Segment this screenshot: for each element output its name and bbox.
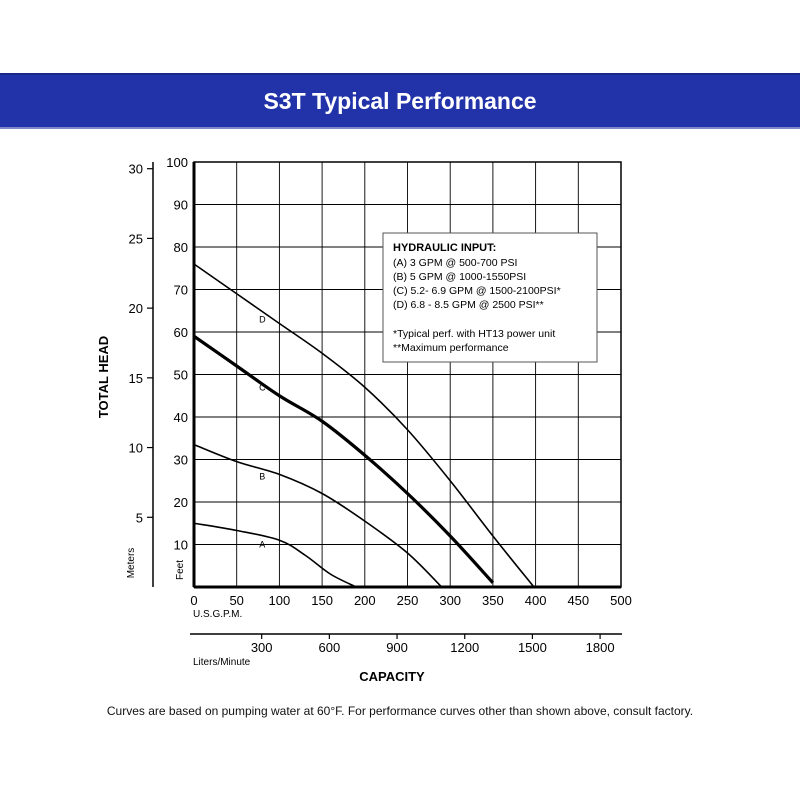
x-secondary-tick-label: 1200 (450, 640, 479, 655)
x-tick-label: 50 (229, 593, 243, 608)
y-tick-label: 50 (174, 368, 188, 383)
x-tick-label: 150 (311, 593, 333, 608)
legend-entry: (B) 5 GPM @ 1000-1550PSI (393, 271, 526, 283)
x-secondary-tick-label: 1800 (586, 640, 615, 655)
x-tick-label: 350 (482, 593, 504, 608)
x-unit-label: U.S.G.P.M. (193, 609, 242, 620)
y-tick-label: 30 (174, 453, 188, 468)
axes: 0 50 100 150 200 250 300 350 400 450 500 U.S.G.P.M.… (96, 155, 632, 684)
x-tick-label: 200 (354, 593, 376, 608)
y-secondary-tick-label: 10 (129, 441, 143, 456)
y-tick-label: 10 (174, 538, 188, 553)
x-secondary-tick-label: 1500 (518, 640, 547, 655)
y-secondary-tick-label: 5 (136, 510, 143, 525)
y-tick-label: 90 (174, 198, 188, 213)
legend-entry: (D) 6.8 - 8.5 GPM @ 2500 PSI** (393, 299, 544, 311)
legend-box (382, 232, 598, 363)
y-secondary-tick-label: 25 (129, 231, 143, 246)
y-tick-label: 20 (174, 495, 188, 510)
x-tick-label: 450 (567, 593, 589, 608)
y-tick-label: 100 (166, 155, 188, 170)
page-title: S3T Typical Performance (263, 88, 537, 114)
y-tick-label: 80 (174, 240, 188, 255)
legend: HYDRAULIC INPUT: (A) 3 GPM @ 500-700 PSI (… (382, 232, 598, 363)
y-tick-label: 70 (174, 283, 188, 298)
curve-d (193, 263, 535, 588)
y-secondary-tick-label: 20 (129, 301, 143, 316)
legend-entry: (C) 5.2- 6.9 GPM @ 1500-2100PSI* (393, 285, 561, 297)
y-secondary-unit-label: Meters (126, 548, 137, 579)
x-secondary-tick-label: 600 (319, 640, 341, 655)
grid (192, 161, 622, 589)
curve-label-b: B (259, 472, 265, 482)
legend-note: *Typical perf. with HT13 power unit (393, 328, 555, 340)
x-axis-title: CAPACITY (359, 669, 425, 684)
title-banner: S3T Typical Performance (0, 73, 800, 129)
performance-curves: A B C D (193, 263, 535, 588)
x-secondary-tick-label: 300 (251, 640, 273, 655)
footnote: Curves are based on pumping water at 60°… (106, 704, 694, 718)
curve-c (193, 334, 495, 584)
x-tick-label: 250 (397, 593, 419, 608)
curve-label-a: A (259, 540, 265, 550)
x-tick-label: 0 (190, 593, 197, 608)
curve-a (193, 522, 357, 588)
curve-b (193, 443, 443, 588)
legend-entry: (A) 3 GPM @ 500-700 PSI (393, 257, 517, 269)
curve-label-d: D (259, 314, 266, 324)
legend-note: **Maximum performance (393, 342, 509, 354)
x-tick-label: 300 (439, 593, 461, 608)
y-secondary-tick-label: 15 (129, 371, 143, 386)
x-tick-label: 500 (610, 593, 632, 608)
x-tick-label: 100 (269, 593, 291, 608)
y-secondary-tick-label: 30 (129, 162, 143, 177)
curve-label-c: C (259, 382, 266, 392)
x-secondary-unit-label: Liters/Minute (193, 657, 251, 668)
x-secondary-tick-label: 900 (386, 640, 408, 655)
x-tick-label: 400 (525, 593, 547, 608)
y-axis-title: TOTAL HEAD (96, 336, 111, 418)
y-tick-label: 60 (174, 325, 188, 340)
y-tick-label: 40 (174, 410, 188, 425)
y-unit-label: Feet (175, 560, 186, 580)
legend-title: HYDRAULIC INPUT: (393, 242, 496, 254)
